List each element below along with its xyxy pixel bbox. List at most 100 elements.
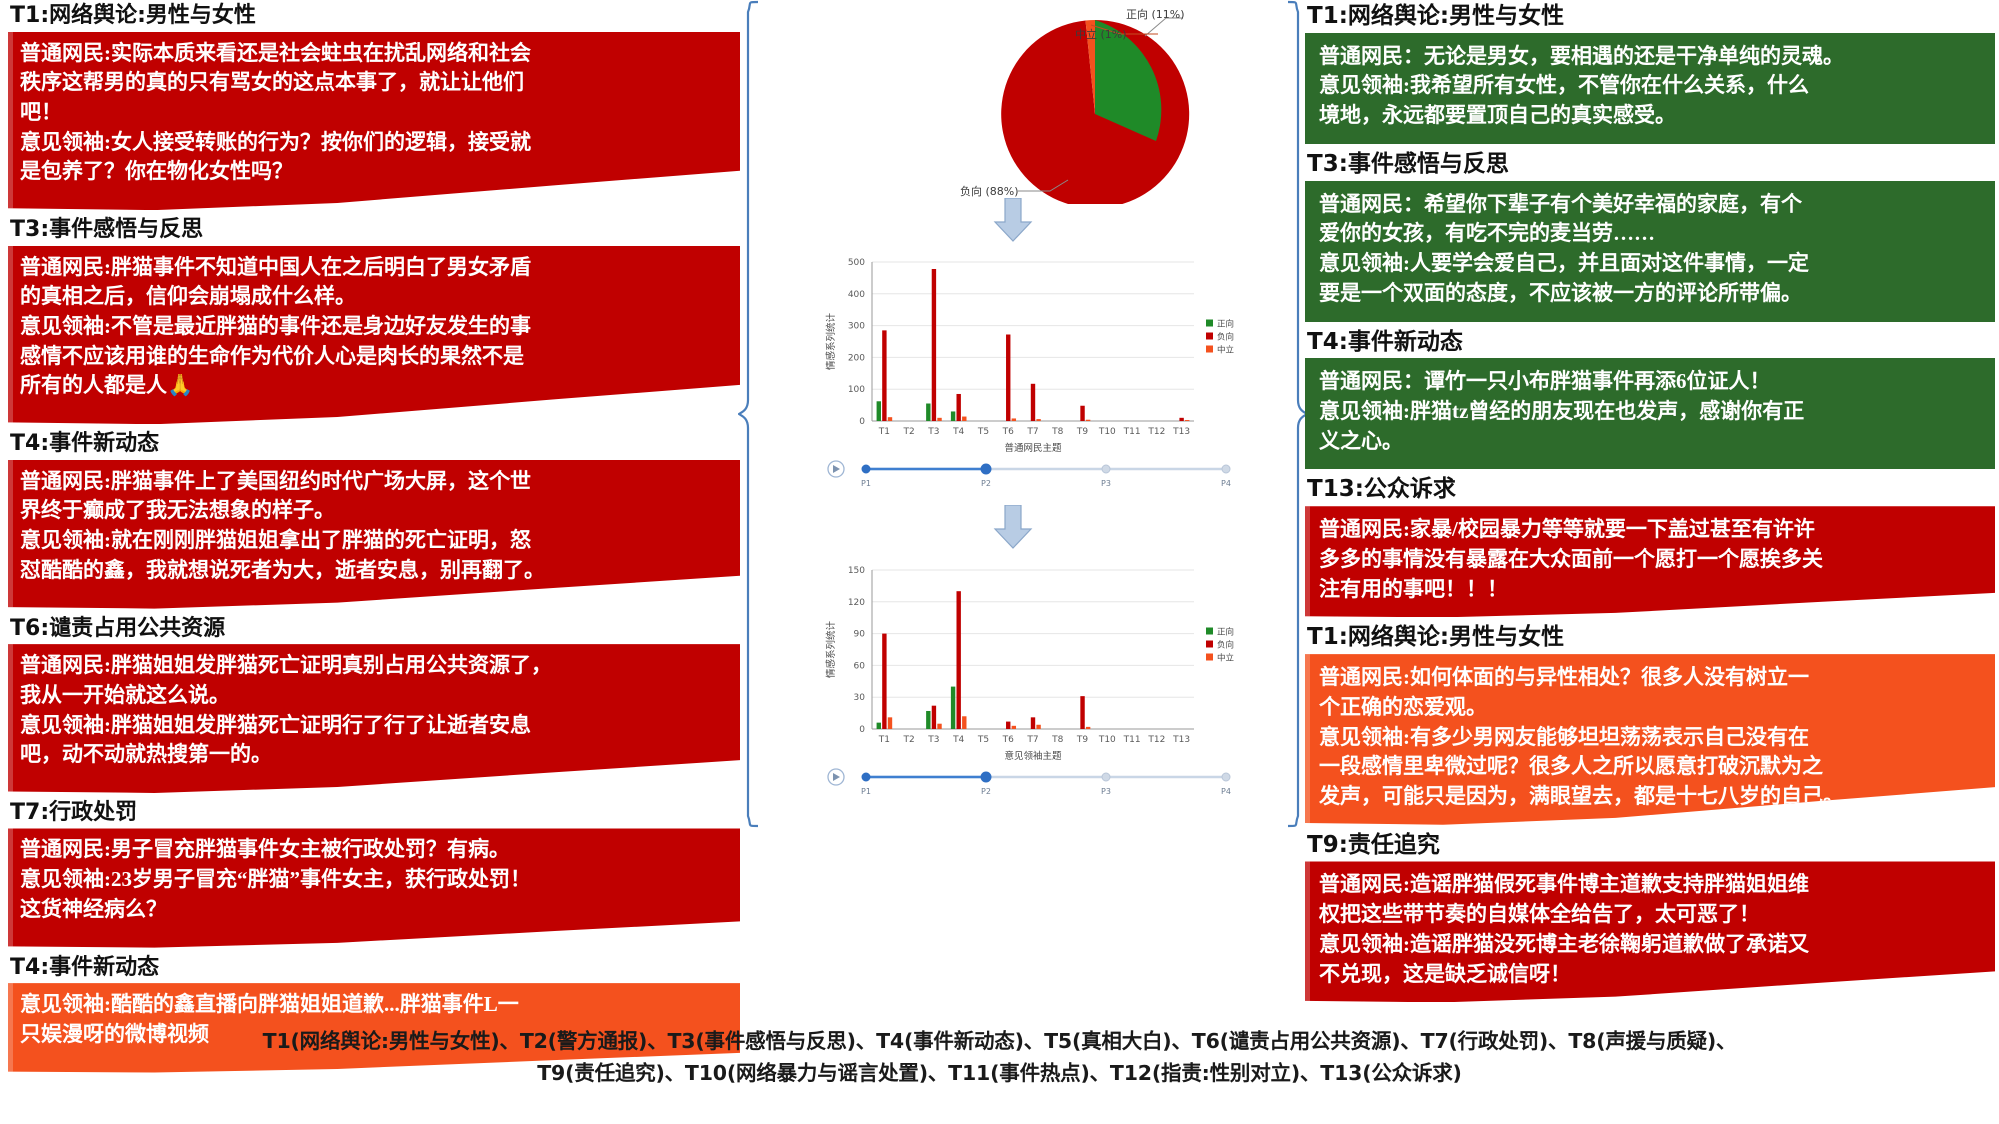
bar	[931, 268, 937, 421]
timeline-slider-2[interactable]: P1 P2 P3 P4	[826, 768, 1256, 802]
quote-card: 普通网民：无论是男女，要相遇的还是干净单纯的灵魂。 意见领袖:我希望所有女性，不管…	[1305, 32, 1995, 144]
quote-line: 意见领袖:不管是最近胖猫的事件还是身边好友发生的事	[20, 314, 531, 339]
bar	[926, 710, 931, 729]
slider-handle[interactable]	[1101, 772, 1111, 782]
y-tick-label: 60	[854, 661, 866, 671]
quote-card: 普通网民:胖猫姐姐发胖猫死亡证明真别占用公共资源了， 我从一开始就这么说。 意见领袖…	[8, 644, 740, 793]
topic-title: T9:责任追究	[1307, 831, 1440, 858]
play-icon-triangle[interactable]	[833, 773, 840, 781]
x-tick-label: T13	[1172, 735, 1190, 745]
bar	[1080, 696, 1085, 729]
quote-line: 普通网民：无论是男女，要相遇的还是干净单纯的灵魂。	[1319, 43, 1844, 68]
y-tick-label: 90	[854, 630, 866, 640]
timeline-slider-1[interactable]: P1 P2 P3 P4	[826, 460, 1256, 494]
bar	[1006, 721, 1011, 729]
slider-svg[interactable]: P1 P2 P3 P4	[826, 460, 1256, 494]
left-group-brace	[738, 0, 759, 828]
topic-legend-caption: T1(网络舆论:男性与女性)、T2(警方通报)、T3(事件感悟与反思)、T4(事…	[0, 1026, 1999, 1090]
y-tick-label: 0	[859, 725, 865, 735]
x-tick-label: T4	[952, 427, 964, 437]
slider-tick-label: P3	[1101, 787, 1111, 796]
bar	[887, 717, 893, 729]
bar	[950, 686, 956, 729]
legend-label: 正向	[1217, 627, 1234, 638]
slider-handle[interactable]	[1101, 464, 1111, 474]
quote-line: 吧，动不动就热搜第一的。	[20, 742, 272, 767]
slider-handle[interactable]	[861, 772, 871, 782]
bar	[1011, 725, 1017, 729]
caption-line-1: T1(网络舆论:男性与女性)、T2(警方通报)、T3(事件感悟与反思)、T4(事…	[262, 1029, 1737, 1053]
bar	[1030, 383, 1036, 421]
quote-card: 普通网民:实际本质来看还是社会蛀虫在扰乱网络和社会 秩序这帮男的真的只有骂女的这点…	[8, 31, 740, 211]
x-axis-title: 意见领袖主题	[1004, 750, 1062, 762]
quote-line: 多多的事情没有暴露在大众面前一个愿打一个愿挨多关	[1319, 546, 1823, 571]
topic-title: T1:网络舆论:男性与女性	[10, 3, 256, 28]
bar-chart-svg: 0 100 200 300 400 500 T1 T2 T3 T4 T5 T6 T7 T8 T9 T10 T11…	[825, 258, 1235, 454]
x-tick-label: T11	[1123, 735, 1141, 745]
legend-swatch	[1206, 345, 1213, 353]
quote-line: 怼酷酷的鑫，我就想说死者为大，逝者安息，别再翻了。	[20, 557, 545, 582]
slider-tick-label: P1	[861, 479, 871, 488]
quote-line: 意见领袖:胖猫tz曾经的朋友现在也发声，感谢你有正	[1319, 399, 1805, 423]
quote-line: 意见领袖:我希望所有女性，不管你在什么关系，什么	[1319, 73, 1809, 98]
y-tick-label: 120	[848, 598, 865, 608]
quote-line: 只娱漫呀的微博视频	[20, 1021, 209, 1046]
slider-svg[interactable]: P1 P2 P3 P4	[826, 768, 1256, 802]
bar	[1036, 419, 1041, 421]
y-tick-label: 0	[859, 417, 865, 427]
pie-label-negative: 负向 (88%)	[960, 185, 1019, 198]
bar	[926, 403, 931, 421]
bar	[1030, 717, 1036, 729]
topic-block: T1:网络舆论:男性与女性 普通网民：无论是男女，要相遇的还是干净单纯的灵魂。 意见…	[1305, 0, 1995, 144]
quote-line: 发声，可能只是因为，满眼望去，都是十七八岁的自己。	[1319, 783, 1844, 808]
quote-line: 爱你的女孩，有吃不完的麦当劳……	[1319, 221, 1655, 246]
bar	[937, 417, 942, 421]
x-tick-label: T12	[1147, 427, 1165, 437]
quote-line: 意见领袖:有多少男网友能够坦坦荡荡表示自己没有在	[1319, 724, 1809, 749]
quote-line: 个正确的恋爱观。	[1319, 694, 1487, 719]
slider-handle[interactable]	[1221, 772, 1231, 782]
legend-label: 中立	[1217, 345, 1235, 356]
quote-line: 是包养了？你在物化女性吗？	[20, 159, 293, 184]
legend-label: 负向	[1217, 332, 1234, 343]
slider-handle[interactable]	[1221, 464, 1231, 474]
quote-card: 普通网民:造谣胖猫假死事件博主道歉支持胖猫姐姐维 权把这些带节奏的自媒体全给告了，…	[1305, 861, 1995, 1003]
x-tick-label: T10	[1098, 735, 1116, 745]
y-tick-label: 150	[848, 566, 865, 576]
pie-label-positive: 正向 (11%)	[1126, 8, 1185, 21]
quote-line: 普通网民:男子冒充胖猫事件女主被行政处罚？有病。	[20, 837, 510, 862]
x-axis-title: 普通网民主题	[1004, 442, 1062, 454]
x-tick-label: T5	[977, 427, 989, 437]
quote-line: 义之心。	[1319, 428, 1403, 453]
slider-tick-label: P1	[861, 787, 871, 796]
legend-swatch	[1206, 640, 1213, 648]
topic-block: T3:事件感悟与反思 普通网民：希望你下辈子有个美好幸福的家庭，有个 爱你的女孩，有…	[1305, 148, 1995, 322]
quote-line: 意见领袖:就在刚刚胖猫姐姐拿出了胖猫的死亡证明，怒	[20, 528, 531, 553]
slider-tick-label: P4	[1221, 787, 1231, 796]
quote-line: 普通网民:家暴/校园暴力等等就要一下盖过甚至有许许	[1319, 517, 1815, 542]
slider-tick-label: P4	[1221, 479, 1231, 488]
pie-label-neutral: 中立 (1%)	[1075, 28, 1127, 41]
play-icon-triangle[interactable]	[833, 465, 840, 473]
x-tick-label: T10	[1098, 427, 1116, 437]
slider-handle[interactable]	[980, 771, 992, 783]
quote-card: 普通网民:男子冒充胖猫事件女主被行政处罚？有病。 意见领袖:23岁男子冒充“胖猫”…	[8, 828, 740, 948]
quote-line: 一段感情里卑微过呢？很多人之所以愿意打破沉默为之	[1319, 754, 1823, 779]
quote-line: 意见领袖:胖猫姐姐发胖猫死亡证明行了行了让逝者安息	[20, 712, 531, 737]
bar-chart-svg: 0 30 60 90 120 150 T1 T2 T3 T4 T5 T6 T7 T8 T9 T10 T11 T12…	[825, 566, 1235, 762]
bar	[950, 411, 956, 421]
topic-block: T1:网络舆论:男性与女性普通网民:实际本质来看还是社会蛀虫在扰乱网络和社会 秩序…	[8, 0, 740, 211]
quote-line: 普通网民:胖猫事件不知道中国人在之后明白了男女矛盾	[20, 254, 531, 279]
quote-line: 意见领袖:酷酷的鑫直播向胖猫姐姐道歉...胖猫事件L一	[20, 992, 519, 1017]
pie-slice-neutral	[1085, 20, 1095, 114]
quote-line: 的真相之后，信仰会崩塌成什么样。	[20, 284, 356, 309]
quote-card: 普通网民：希望你下辈子有个美好幸福的家庭，有个 爱你的女孩，有吃不完的麦当劳…… 意…	[1305, 180, 1995, 322]
slider-handle[interactable]	[980, 463, 992, 475]
quote-line: 要是一个双面的态度，不应该被一方的评论所带偏。	[1319, 280, 1802, 305]
topic-block: T13:公众诉求 普通网民:家暴/校园暴力等等就要一下盖过甚至有许许 多多的事情没有…	[1305, 473, 1995, 618]
slider-handle[interactable]	[861, 464, 871, 474]
slider-tick-label: P2	[981, 787, 991, 796]
y-tick-label: 200	[848, 353, 865, 363]
legend-label: 负向	[1217, 640, 1234, 651]
y-tick-label: 300	[848, 322, 865, 332]
